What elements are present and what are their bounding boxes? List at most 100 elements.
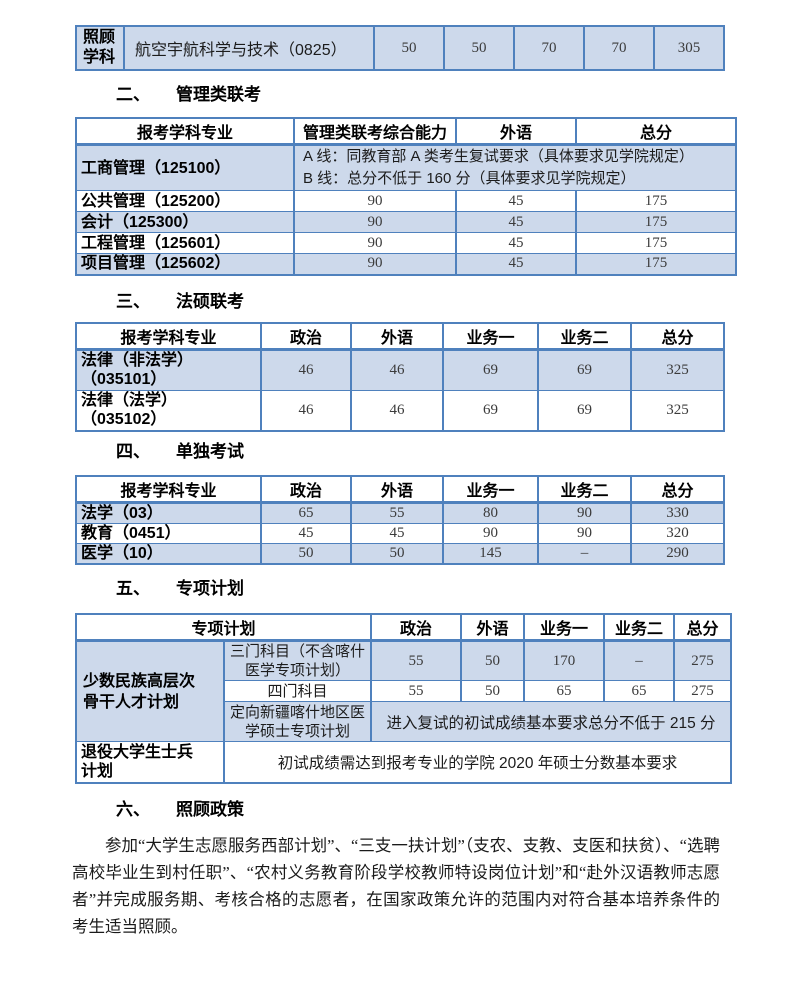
cell-score: 50 [460, 640, 526, 681]
cell-score: 175 [575, 190, 737, 212]
sub-line1: 定向新疆喀什地区医 [230, 703, 366, 721]
cell-score: 45 [455, 232, 577, 254]
cell-merged-requirement: 进入复试的初试成绩基本要求总分不低于 215 分 [370, 701, 733, 742]
cell-score: 50 [260, 543, 352, 565]
section-heading-preferential-policy: 六、 照顾政策 [116, 799, 793, 821]
table-header-row: 专项计划 政治 外语 业务一 业务二 总分 [74, 613, 733, 642]
table-row: 项目管理（125602） 90 45 175 [75, 253, 737, 275]
cell-score: 145 [442, 543, 539, 565]
cell-major: 教育（0451） [75, 523, 262, 544]
cell-mba-requirement: A 线：同教育部 A 类考生复试要求（具体要求见学院规定） B 线：总分不低于 … [293, 144, 737, 191]
veteran-line1: 退役大学生士兵 [81, 743, 194, 761]
header-subject2: 业务二 [603, 613, 676, 642]
section-heading-separate-exam: 四、 单独考试 [116, 441, 793, 463]
cell-score: 45 [455, 253, 577, 275]
cell-score: 80 [442, 502, 539, 524]
cell-score: 50 [350, 543, 444, 565]
cell-score: 46 [260, 348, 352, 391]
table-row: 会计（125300） 90 45 175 [75, 211, 737, 233]
cell-score: 175 [575, 211, 737, 233]
group-line2: 骨干人才计划 [83, 693, 180, 711]
cell-score: 69 [442, 389, 539, 432]
cell-score: 175 [575, 253, 737, 275]
cell-score: 90 [442, 523, 539, 544]
table-row: 定向新疆喀什地区医 学硕士专项计划 进入复试的初试成绩基本要求总分不低于 215… [76, 701, 733, 742]
cell-score: 50 [460, 680, 526, 702]
cell-major: 会计（125300） [75, 211, 295, 233]
table-row: 四门科目 55 50 65 65 275 [76, 680, 733, 702]
section-title: 单独考试 [176, 442, 244, 461]
cell-major: 法学（03） [75, 502, 262, 524]
cell-score: 69 [442, 348, 539, 391]
header-total: 总分 [575, 117, 737, 146]
header-subject1: 业务一 [442, 322, 539, 351]
special-plan-table: 专项计划 政治 外语 业务一 业务二 总分 少数民族高层次 骨干人才计划 三门科… [74, 613, 733, 784]
cell-sub-plan: 四门科目 [222, 680, 373, 702]
cell-score: 46 [260, 389, 352, 432]
section-title: 管理类联考 [176, 85, 261, 104]
major-line2: （035101） [81, 371, 167, 388]
table-row: 工商管理（125100） A 线：同教育部 A 类考生复试要求（具体要求见学院规… [75, 144, 737, 191]
cell-major: 法律（法学） （035102） [75, 389, 262, 432]
table-row: 退役大学生士兵 计划 初试成绩需达到报考专业的学院 2020 年硕士分数基本要求 [75, 741, 733, 783]
cell-score: 69 [537, 348, 632, 391]
header-total: 总分 [630, 475, 725, 504]
section-number: 四、 [116, 442, 150, 461]
header-subject1: 业务一 [442, 475, 539, 504]
table-row: 法律（法学） （035102） 46 46 69 69 325 [75, 389, 725, 432]
section-number: 二、 [116, 85, 150, 104]
cell-merged-requirement: 初试成绩需达到报考专业的学院 2020 年硕士分数基本要求 [222, 741, 733, 783]
section-heading-special-plan: 五、 专项计划 [116, 578, 793, 600]
cell-score: 275 [673, 680, 733, 702]
cell-score: 46 [350, 389, 444, 432]
header-total: 总分 [673, 613, 733, 642]
table-row: 照顾学科 航空宇航科学与技术（0825） 50 50 70 70 305 [75, 25, 725, 71]
cell-major: 项目管理（125602） [75, 253, 295, 275]
carryover-score-table: 照顾学科 航空宇航科学与技术（0825） 50 50 70 70 305 [75, 25, 725, 71]
sub-line1: 三门科目（不含喀什 [230, 643, 366, 660]
header-foreign-language: 外语 [460, 613, 526, 642]
header-foreign-language: 外语 [350, 322, 444, 351]
section-number: 三、 [116, 291, 150, 311]
cell-score: 55 [370, 640, 463, 681]
cell-score: 45 [260, 523, 352, 544]
separate-exam-table: 报考学科专业 政治 外语 业务一 业务二 总分 法学（03） 65 55 80 … [75, 475, 725, 565]
cell-sub-plan: 三门科目（不含喀什 医学专项计划） [222, 640, 373, 681]
table-row: 公共管理（125200） 90 45 175 [75, 190, 737, 212]
cell-score: 65 [523, 680, 606, 702]
header-subject1: 业务一 [523, 613, 606, 642]
cell-score: 46 [350, 348, 444, 391]
cell-score: 50 [373, 25, 445, 71]
section-number: 五、 [116, 579, 150, 598]
cell-score: 330 [630, 502, 725, 524]
header-politics: 政治 [260, 322, 352, 351]
table-row: 少数民族高层次 骨干人才计划 三门科目（不含喀什 医学专项计划） 55 50 1… [75, 640, 733, 742]
group-line1: 少数民族高层次 [83, 672, 196, 690]
sub-line2: 医学专项计划） [245, 662, 351, 679]
cell-score: 55 [370, 680, 463, 702]
table-header-row: 报考学科专业 政治 外语 业务一 业务二 总分 [75, 322, 725, 351]
header-total: 总分 [630, 322, 725, 351]
cell-score: 90 [293, 232, 457, 254]
header-special-plan: 专项计划 [74, 613, 373, 642]
major-line1: 法律（非法学） [81, 352, 194, 369]
cell-major: 工程管理（125601） [75, 232, 295, 254]
cell-score: 90 [293, 253, 457, 275]
management-exam-table: 报考学科专业 管理类联考综合能力 外语 总分 工商管理（125100） A 线：… [75, 117, 737, 276]
cell-major: 法律（非法学） （035101） [75, 348, 262, 391]
header-foreign-language: 外语 [350, 475, 444, 504]
cell-major: 工商管理（125100） [75, 144, 295, 191]
section-title: 专项计划 [176, 579, 244, 598]
cell-score: 275 [673, 640, 733, 681]
cell-score: 65 [260, 502, 352, 524]
cell-veteran-plan: 退役大学生士兵 计划 [75, 741, 225, 783]
cell-score: 320 [630, 523, 725, 544]
cell-score: 65 [603, 680, 676, 702]
cell-score: 69 [537, 389, 632, 432]
table-row: 教育（0451） 45 45 90 90 320 [75, 523, 725, 544]
header-politics: 政治 [370, 613, 463, 642]
table-row: 法律（非法学） （035101） 46 46 69 69 325 [75, 348, 725, 391]
table-header-row: 报考学科专业 管理类联考综合能力 外语 总分 [75, 117, 737, 146]
sub-line2: 学硕士专项计划 [245, 722, 351, 740]
mba-line-b: B 线：总分不低于 160 分（具体要求见学院规定） [303, 170, 636, 187]
